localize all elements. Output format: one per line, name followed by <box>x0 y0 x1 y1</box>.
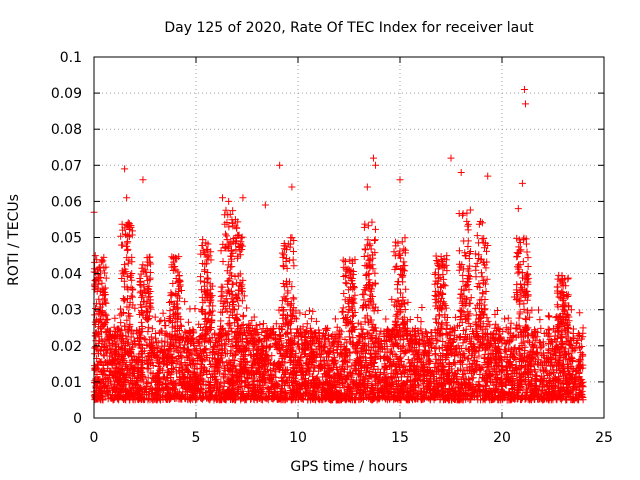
data-point <box>567 306 575 314</box>
data-point <box>534 328 542 336</box>
data-point <box>148 325 156 333</box>
data-point <box>464 355 472 363</box>
data-points <box>90 85 587 404</box>
data-point <box>173 358 181 366</box>
data-point <box>186 305 194 313</box>
data-point <box>162 329 170 337</box>
data-point <box>524 337 532 345</box>
data-point <box>535 306 543 314</box>
data-point <box>472 367 480 375</box>
data-point <box>116 311 124 319</box>
data-point <box>243 324 251 332</box>
data-point <box>450 324 458 332</box>
data-point <box>137 318 145 326</box>
data-point <box>358 395 366 403</box>
data-point <box>579 324 587 332</box>
data-point <box>544 312 552 320</box>
data-point <box>325 338 333 346</box>
data-point <box>422 328 430 336</box>
data-point <box>301 310 309 318</box>
data-point <box>111 314 119 322</box>
data-point <box>414 313 422 321</box>
data-point <box>545 313 553 321</box>
data-point <box>576 309 584 317</box>
data-point <box>122 362 130 370</box>
chart-title: Day 125 of 2020, Rate Of TEC Index for r… <box>164 20 534 36</box>
data-point <box>292 315 300 323</box>
data-point <box>419 331 427 339</box>
data-point <box>450 335 458 343</box>
data-point <box>169 360 177 368</box>
data-point <box>547 337 555 345</box>
data-point <box>252 321 260 329</box>
data-point <box>128 276 136 284</box>
data-point <box>537 324 545 332</box>
data-point <box>398 343 406 351</box>
data-point <box>151 313 159 321</box>
data-point <box>486 321 494 329</box>
data-point <box>117 319 125 327</box>
data-point <box>283 330 291 338</box>
data-point <box>225 327 233 335</box>
data-point <box>411 377 419 385</box>
data-point <box>359 394 367 402</box>
data-point <box>529 342 537 350</box>
data-point <box>144 360 152 368</box>
data-point <box>243 304 251 312</box>
data-point <box>144 380 152 388</box>
data-point <box>536 316 544 324</box>
data-point <box>305 307 313 315</box>
data-point <box>309 307 317 315</box>
data-point <box>159 373 167 381</box>
data-point <box>406 366 414 374</box>
data-point <box>143 365 151 373</box>
data-point <box>124 259 132 267</box>
data-point <box>419 384 427 392</box>
data-point <box>521 343 529 351</box>
data-point <box>469 374 477 382</box>
data-point <box>184 318 192 326</box>
data-point <box>431 351 439 359</box>
data-point <box>124 338 132 346</box>
data-point <box>128 379 136 387</box>
data-point <box>335 338 343 346</box>
data-point <box>382 315 390 323</box>
data-point <box>129 330 137 338</box>
data-point <box>296 309 304 317</box>
data-point <box>315 326 323 334</box>
data-point <box>98 358 106 366</box>
data-point <box>459 339 467 347</box>
data-point <box>110 323 118 331</box>
data-point <box>492 320 500 328</box>
data-point <box>181 298 189 306</box>
data-point <box>331 315 339 323</box>
data-point <box>222 341 230 349</box>
data-point <box>329 364 337 372</box>
data-point <box>516 354 524 362</box>
data-point <box>338 308 346 316</box>
data-point <box>550 325 558 333</box>
data-point <box>166 307 174 315</box>
data-point <box>246 350 254 358</box>
data-point <box>459 327 467 335</box>
data-point <box>118 310 126 318</box>
data-point <box>418 304 426 312</box>
data-point <box>501 315 509 323</box>
data-point <box>527 347 535 355</box>
data-point <box>250 313 258 321</box>
data-point <box>218 326 226 334</box>
data-point <box>144 352 152 360</box>
data-point <box>159 309 167 317</box>
data-point <box>455 333 463 341</box>
data-point <box>520 349 528 357</box>
data-point <box>239 313 247 321</box>
data-point <box>303 320 311 328</box>
